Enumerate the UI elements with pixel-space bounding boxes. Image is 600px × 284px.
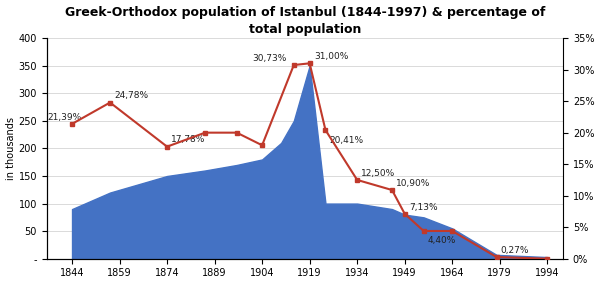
Text: 20,41%: 20,41%: [329, 135, 364, 145]
Text: 31,00%: 31,00%: [314, 52, 348, 61]
Title: Greek-Orthodox population of Istanbul (1844-1997) & percentage of
total populati: Greek-Orthodox population of Istanbul (1…: [65, 6, 545, 36]
Text: 7,13%: 7,13%: [409, 202, 437, 212]
Text: 24,78%: 24,78%: [114, 91, 148, 100]
Text: 21,39%: 21,39%: [47, 113, 81, 122]
Text: 10,90%: 10,90%: [396, 179, 431, 188]
Text: 30,73%: 30,73%: [252, 54, 287, 63]
Text: 12,50%: 12,50%: [361, 169, 395, 178]
Text: 4,40%: 4,40%: [428, 237, 456, 245]
Text: 0,27%: 0,27%: [501, 246, 529, 255]
Text: 17,78%: 17,78%: [171, 135, 206, 145]
Y-axis label: in thousands: in thousands: [5, 117, 16, 180]
